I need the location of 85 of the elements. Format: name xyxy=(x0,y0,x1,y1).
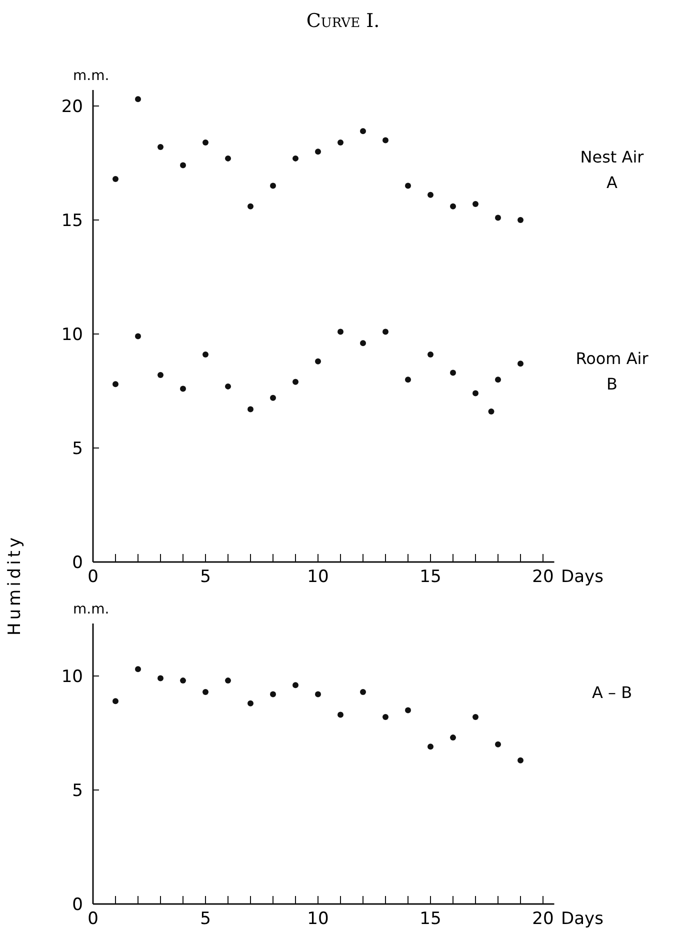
text: Room Air B xyxy=(576,348,649,394)
point xyxy=(488,408,494,415)
point xyxy=(382,328,388,335)
y-tick-label: 20 xyxy=(61,96,83,117)
point xyxy=(202,352,208,358)
point xyxy=(405,182,411,189)
x-tick-label: 20 xyxy=(532,567,554,587)
point xyxy=(450,734,456,741)
point xyxy=(450,370,456,376)
y-tick-label: 0 xyxy=(72,552,83,573)
point xyxy=(270,691,276,698)
point xyxy=(382,714,388,720)
point xyxy=(270,394,276,401)
point xyxy=(428,192,434,198)
point xyxy=(315,691,321,698)
point xyxy=(292,155,298,162)
point xyxy=(225,678,231,684)
x-tick-label: 10 xyxy=(307,567,329,587)
point xyxy=(518,217,524,223)
point xyxy=(180,678,186,684)
text: m.m. xyxy=(73,602,110,618)
text: A – B xyxy=(592,683,632,702)
y-tick-label: 0 xyxy=(72,894,83,915)
point xyxy=(225,383,231,390)
point xyxy=(158,144,164,150)
point xyxy=(495,376,501,383)
point xyxy=(360,128,366,134)
point xyxy=(360,688,366,695)
point xyxy=(112,176,118,182)
point xyxy=(518,757,524,764)
point xyxy=(428,744,434,750)
point xyxy=(472,714,478,720)
x-tick-label: 15 xyxy=(420,567,442,587)
point xyxy=(202,139,208,146)
x-tick-label: 5 xyxy=(200,909,211,929)
point xyxy=(495,741,501,748)
point xyxy=(225,155,231,162)
y-tick-label: 5 xyxy=(72,780,83,801)
point xyxy=(315,148,321,155)
point xyxy=(292,378,298,385)
x-axis-title: Days xyxy=(561,567,604,587)
point xyxy=(382,137,388,144)
point xyxy=(405,376,411,383)
point xyxy=(338,139,344,146)
point xyxy=(338,712,344,718)
text: m.m. xyxy=(73,68,110,84)
point xyxy=(135,96,141,102)
point xyxy=(360,340,366,346)
point xyxy=(338,328,344,335)
point xyxy=(180,162,186,168)
point xyxy=(112,381,118,388)
chart-title: Curve I. xyxy=(306,10,380,32)
point xyxy=(248,406,254,412)
point xyxy=(180,386,186,392)
x-axis-title: Days xyxy=(561,909,604,929)
point xyxy=(292,682,298,688)
x-tick-label: 15 xyxy=(420,909,442,929)
point xyxy=(315,358,321,364)
point xyxy=(450,203,456,210)
x-tick-label: 10 xyxy=(307,909,329,929)
y-tick-label: 10 xyxy=(61,666,83,687)
point xyxy=(472,201,478,208)
x-tick-label: 5 xyxy=(200,567,211,587)
point xyxy=(270,182,276,189)
point xyxy=(135,666,141,672)
text: Nest Air A xyxy=(580,147,644,192)
point xyxy=(158,372,164,378)
x-tick-label: 20 xyxy=(532,909,554,929)
point xyxy=(112,698,118,704)
point xyxy=(158,675,164,682)
x-tick-label: 0 xyxy=(88,909,98,929)
y-tick-label: 5 xyxy=(72,438,83,459)
point xyxy=(428,352,434,358)
y-axis-title: Humidity xyxy=(5,534,25,636)
x-tick-label: 0 xyxy=(88,567,98,587)
point xyxy=(495,214,501,221)
point xyxy=(248,203,254,210)
y-tick-label: 15 xyxy=(61,210,83,231)
point xyxy=(248,700,254,706)
point xyxy=(472,390,478,396)
y-tick-label: 10 xyxy=(61,324,83,345)
point xyxy=(135,333,141,340)
point xyxy=(405,707,411,714)
point xyxy=(202,688,208,695)
point xyxy=(518,360,524,367)
